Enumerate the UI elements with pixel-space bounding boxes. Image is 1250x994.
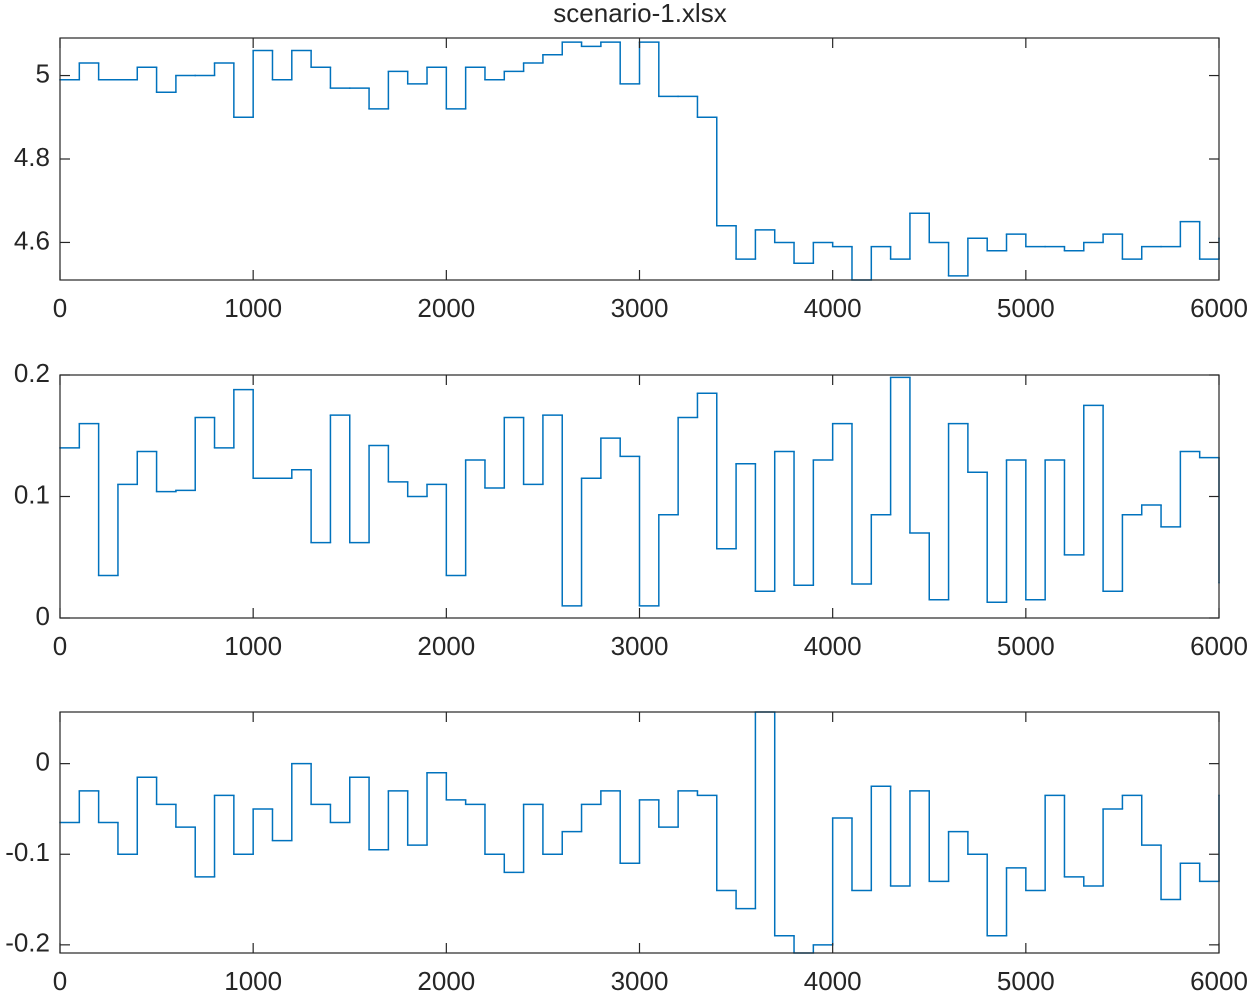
x-tick-label: 2000	[417, 966, 475, 994]
x-tick-label: 3000	[611, 631, 669, 661]
x-tick-label: 3000	[611, 293, 669, 323]
y-tick-label: 5	[36, 58, 50, 88]
x-tick-label: 0	[53, 966, 67, 994]
x-tick-label: 6000	[1190, 293, 1248, 323]
y-tick-label: 0	[36, 747, 50, 777]
x-tick-label: 2000	[417, 293, 475, 323]
x-tick-label: 5000	[997, 966, 1055, 994]
x-tick-label: 2000	[417, 631, 475, 661]
y-tick-label: 0.1	[14, 479, 50, 509]
y-tick-label: 4.6	[14, 225, 50, 255]
x-tick-label: 1000	[224, 631, 282, 661]
y-tick-label: 0.2	[14, 358, 50, 388]
x-tick-label: 1000	[224, 293, 282, 323]
y-tick-label: 4.8	[14, 142, 50, 172]
y-tick-label: -0.1	[5, 837, 50, 867]
x-tick-label: 6000	[1190, 966, 1248, 994]
x-tick-label: 3000	[611, 966, 669, 994]
x-tick-label: 0	[53, 631, 67, 661]
y-tick-label: -0.2	[5, 928, 50, 958]
x-tick-label: 0	[53, 293, 67, 323]
chart-title: scenario-1.xlsx	[553, 0, 726, 28]
x-tick-label: 5000	[997, 631, 1055, 661]
y-tick-label: 0	[36, 601, 50, 631]
x-tick-label: 4000	[804, 631, 862, 661]
x-tick-label: 5000	[997, 293, 1055, 323]
x-tick-label: 6000	[1190, 631, 1248, 661]
x-tick-label: 1000	[224, 966, 282, 994]
x-tick-label: 4000	[804, 293, 862, 323]
x-tick-label: 4000	[804, 966, 862, 994]
